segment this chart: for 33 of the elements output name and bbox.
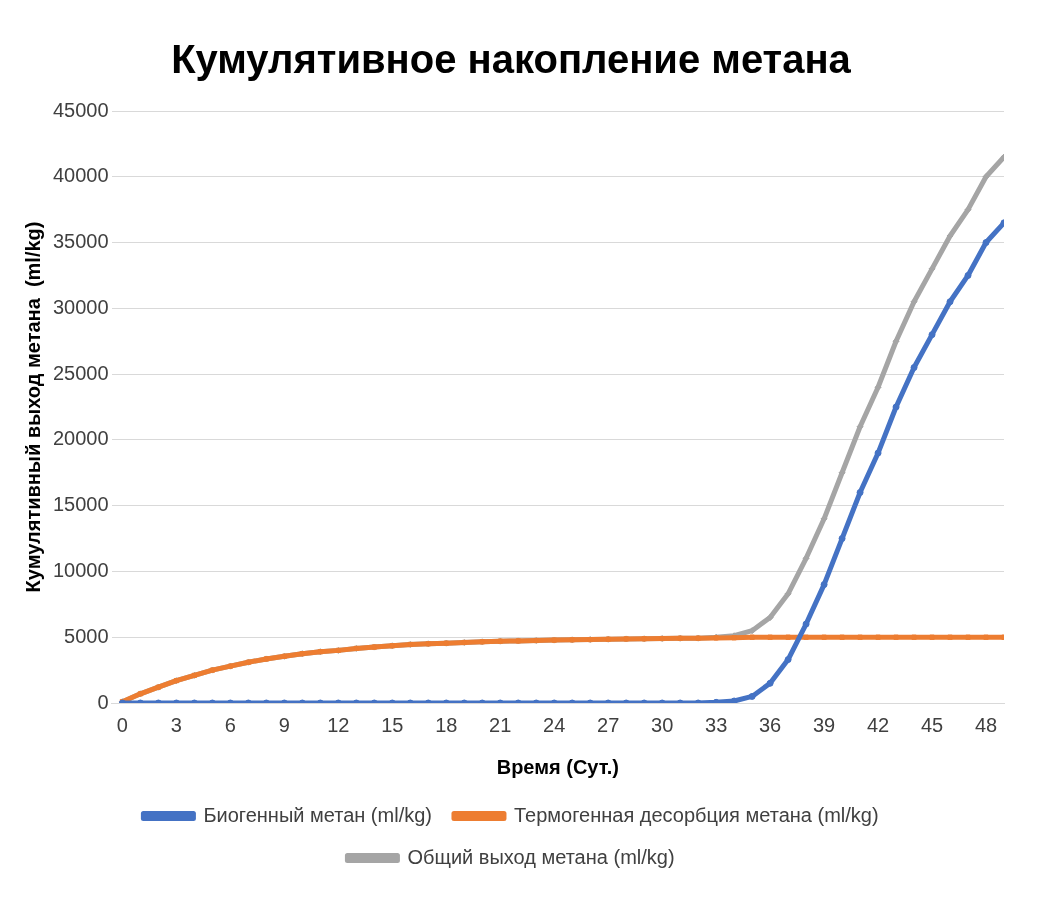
y-tick-label: 40000: [52, 164, 109, 187]
x-tick-label: 12: [327, 713, 350, 736]
x-tick-label: 33: [705, 713, 728, 736]
x-tick-label: 24: [543, 713, 566, 736]
y-tick-label: 35000: [52, 230, 109, 253]
chart-title: Кумулятивное накопление метана: [171, 37, 852, 82]
y-tick-label: 20000: [52, 427, 109, 450]
x-tick-label: 45: [920, 713, 944, 736]
y-tick-label: 45000: [52, 98, 109, 121]
legend-label: Общий выход метана (ml/kg): [407, 845, 675, 868]
x-tick-label: 42: [866, 713, 890, 736]
y-tick-label: 5000: [64, 624, 109, 647]
x-tick-label: 6: [224, 713, 236, 736]
x-tick-label: 27: [597, 713, 620, 736]
x-tick-label: 18: [435, 713, 458, 736]
x-tick-label: 39: [812, 713, 836, 736]
x-tick-label: 9: [278, 713, 290, 736]
x-tick-label: 3: [170, 713, 182, 736]
y-tick-label: 10000: [52, 558, 109, 581]
x-tick-label: 48: [974, 713, 998, 736]
x-axis-title: Время (Сут.): [496, 755, 619, 778]
legend-label: Термогенная десорбция метана (ml/kg): [513, 803, 879, 826]
y-tick-label: 0: [97, 690, 109, 713]
x-tick-label: 21: [489, 713, 512, 736]
x-tick-label: 0: [116, 713, 128, 736]
x-tick-label: 15: [381, 713, 404, 736]
x-tick-label: 36: [758, 713, 782, 736]
y-tick-label: 30000: [52, 295, 109, 318]
y-tick-label: 25000: [52, 361, 109, 384]
x-tick-label: 30: [651, 713, 674, 736]
y-axis-title: Кумулятивный выход метана (ml/kg): [21, 221, 44, 593]
y-tick-label: 15000: [52, 493, 109, 516]
legend-label: Биогенный метан (ml/kg): [203, 803, 432, 826]
